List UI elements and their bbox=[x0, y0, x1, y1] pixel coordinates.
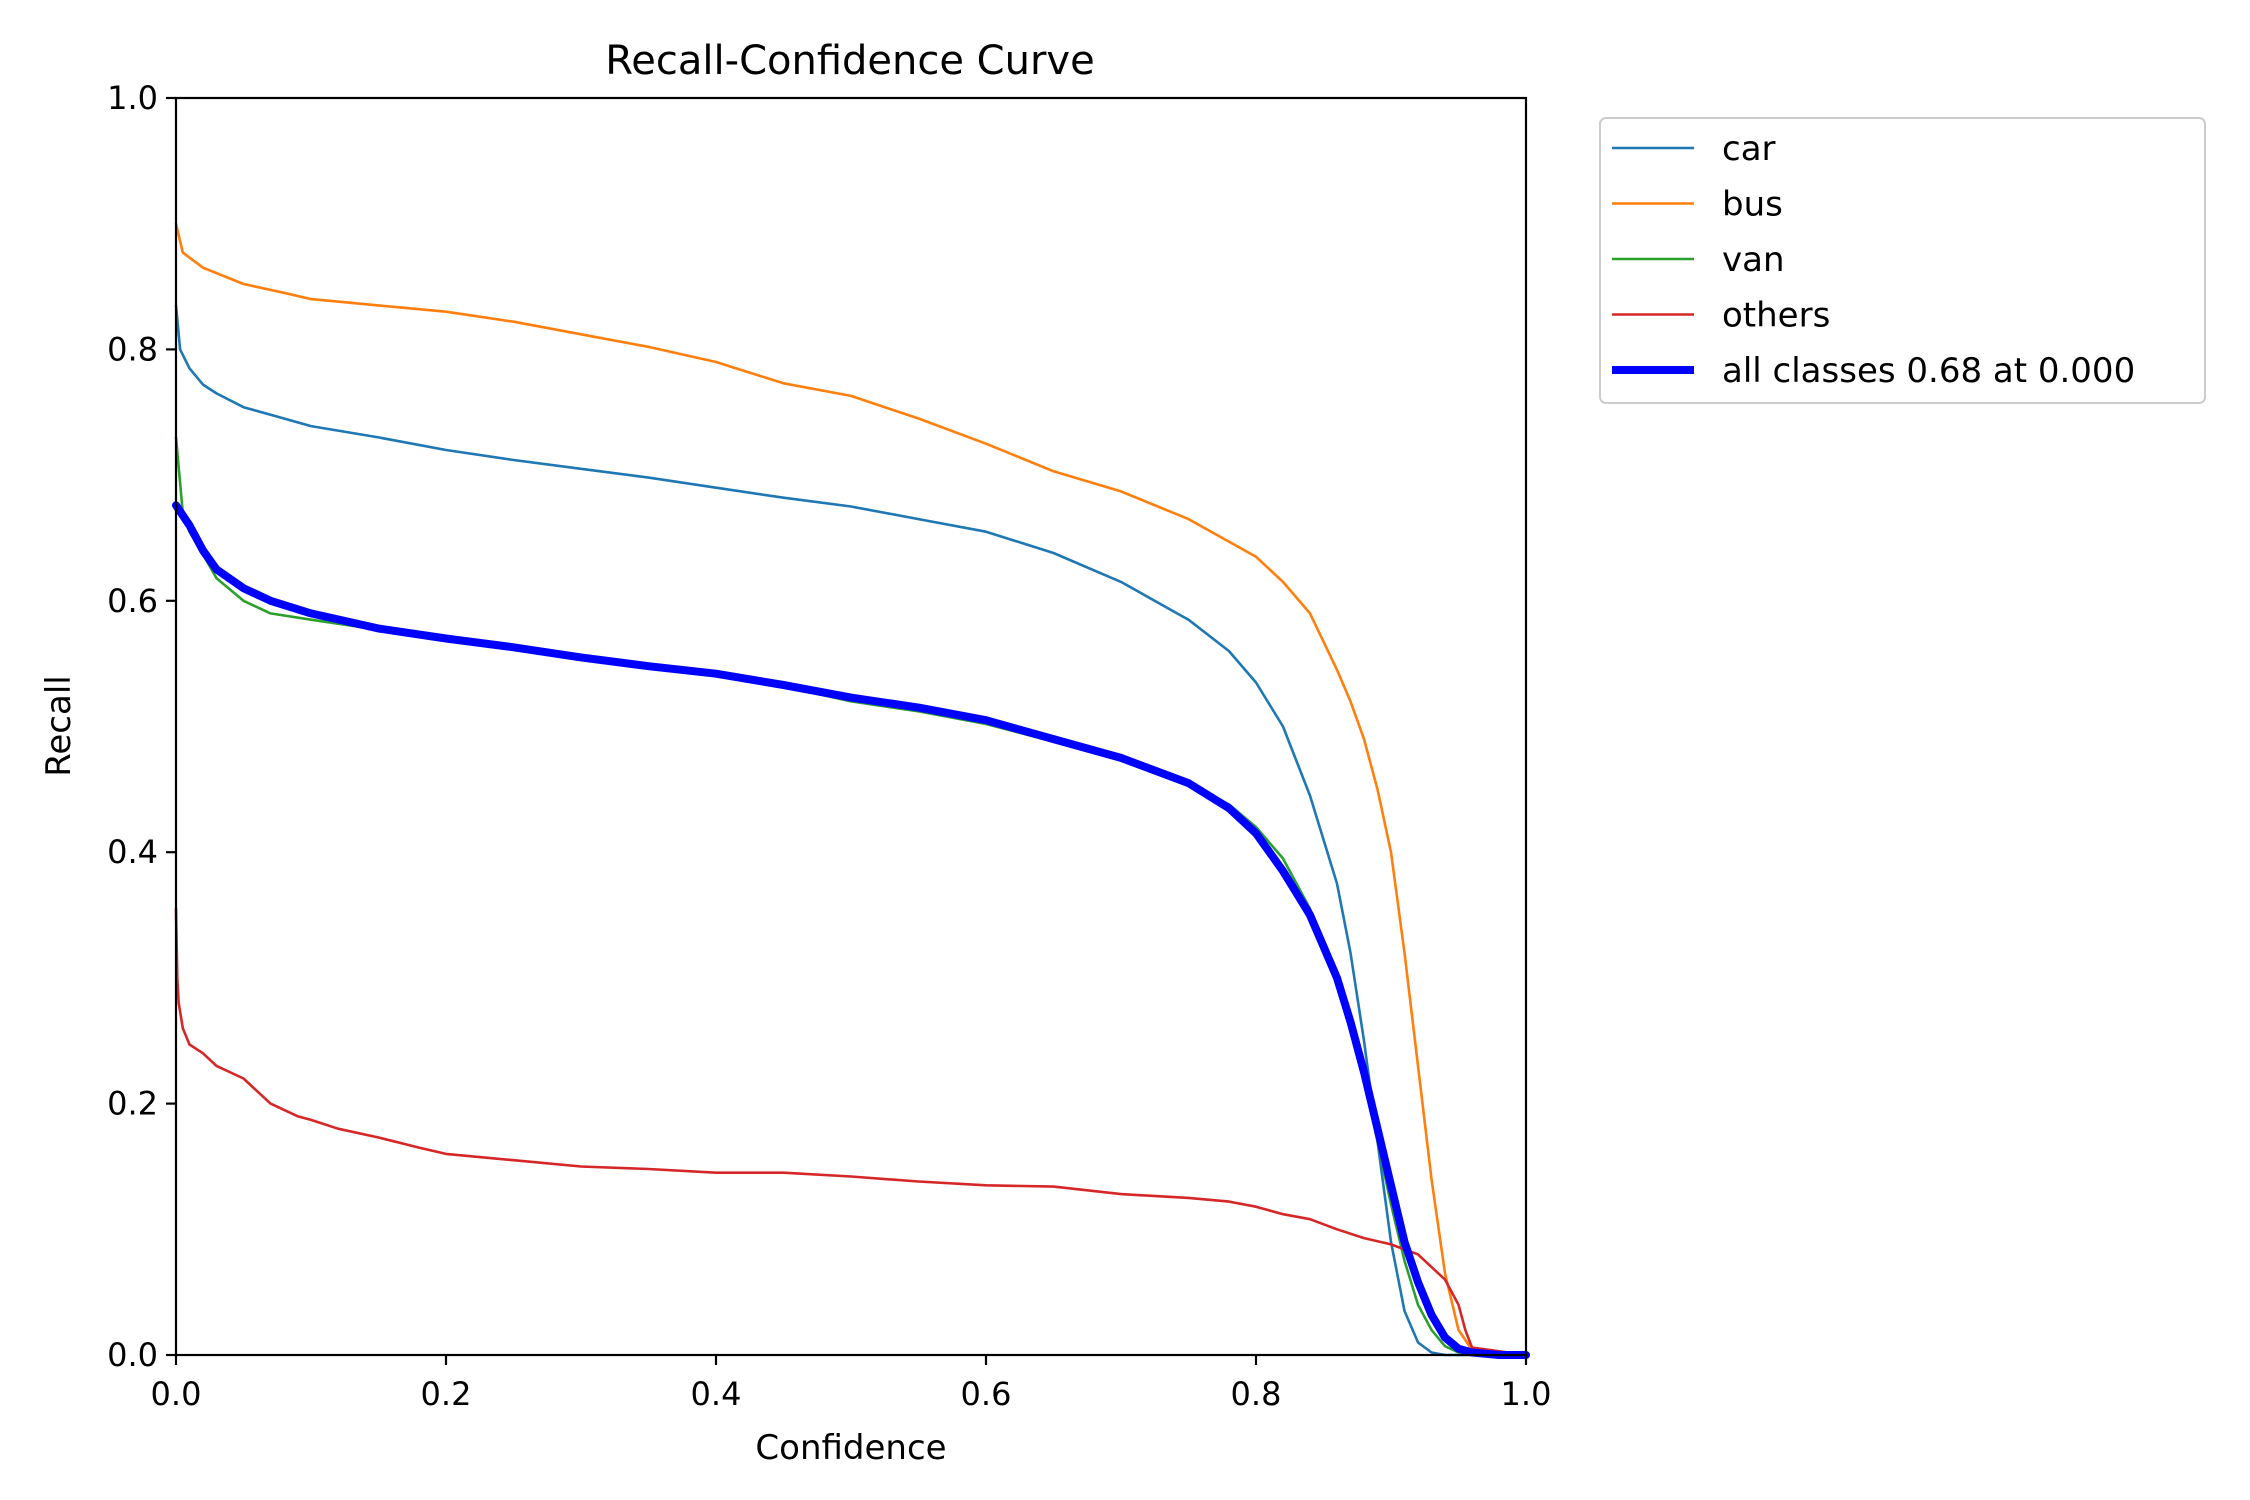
y-tick-label: 0.4 bbox=[107, 833, 158, 871]
legend-label-4: all classes 0.68 at 0.000 bbox=[1722, 351, 2135, 391]
legend-label-1: bus bbox=[1722, 185, 1783, 225]
series-line-0 bbox=[174, 304, 1528, 1357]
y-tick-label: 0.6 bbox=[107, 582, 158, 620]
chart-title: Recall-Confidence Curve bbox=[605, 38, 1094, 84]
y-tick-label: 0.2 bbox=[107, 1085, 158, 1123]
x-tick-label: 0.0 bbox=[151, 1375, 202, 1413]
legend-label-2: van bbox=[1722, 240, 1785, 280]
legend-label-0: car bbox=[1722, 129, 1776, 169]
x-tick-label: 0.2 bbox=[421, 1375, 472, 1413]
y-tick-label: 0.8 bbox=[107, 330, 158, 368]
series-line-3 bbox=[174, 907, 1528, 1357]
series-line-4 bbox=[172, 501, 1530, 1359]
legend-entries: car bus van others all classes 0.68 at 0.000 bbox=[1612, 129, 2135, 391]
legend-box bbox=[1599, 117, 2206, 404]
y-axis: 0.0 0.2 0.4 0.6 0.8 1.0 bbox=[107, 79, 176, 1374]
x-tick-label: 0.6 bbox=[961, 1375, 1012, 1413]
x-tick-label: 1.0 bbox=[1501, 1375, 1552, 1413]
plot-lines bbox=[172, 222, 1530, 1359]
legend-label-3: others bbox=[1722, 296, 1830, 336]
y-tick-label: 1.0 bbox=[107, 79, 158, 117]
series-line-2 bbox=[174, 436, 1528, 1357]
series-line-1 bbox=[174, 222, 1528, 1357]
y-axis-label: Recall bbox=[39, 675, 79, 776]
plot-frame bbox=[174, 96, 1528, 1357]
x-axis: 0.0 0.2 0.4 0.6 0.8 1.0 bbox=[151, 1355, 1552, 1413]
y-tick-label: 0.0 bbox=[107, 1336, 158, 1374]
legend: car bus van others all classes 0.68 at 0.000 bbox=[1599, 117, 2206, 404]
x-axis-label: Confidence bbox=[755, 1428, 946, 1468]
x-tick-label: 0.4 bbox=[691, 1375, 742, 1413]
x-tick-label: 0.8 bbox=[1231, 1375, 1282, 1413]
